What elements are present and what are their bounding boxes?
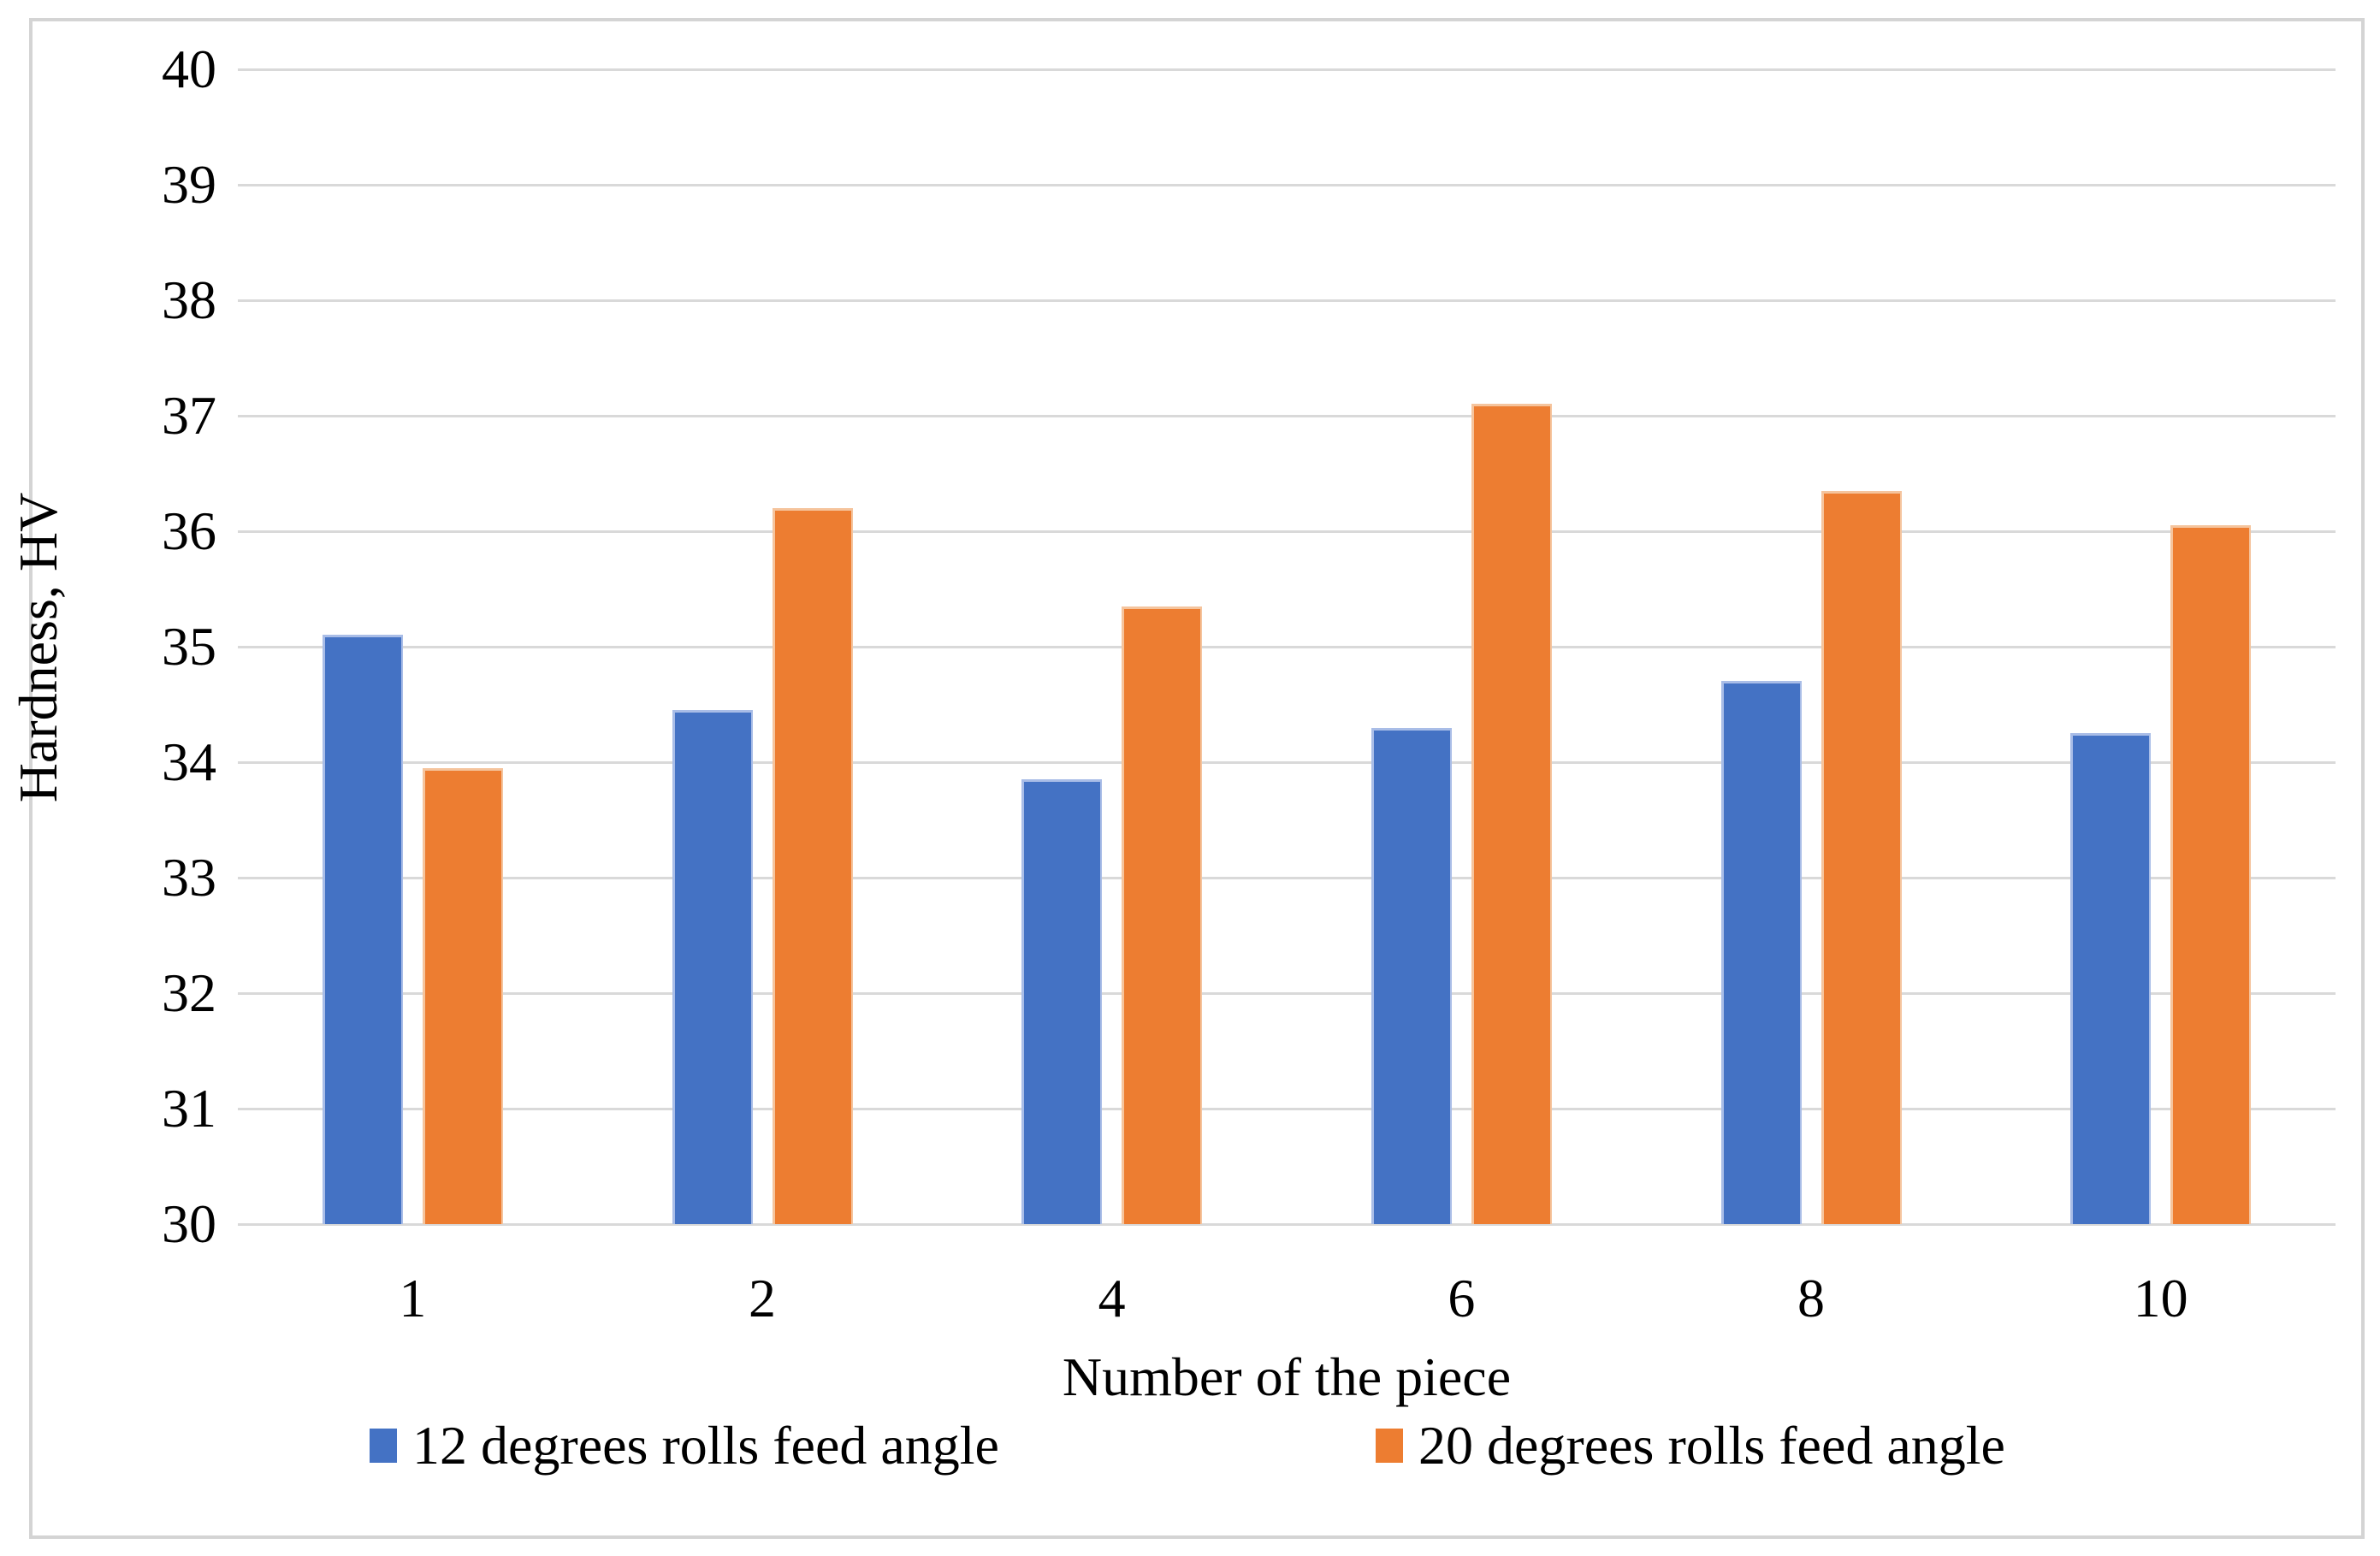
y-tick-label: 33 [162, 847, 216, 908]
y-tick-label: 34 [162, 731, 216, 792]
x-tick-label: 6 [1448, 1268, 1476, 1328]
bar-series1-piece-6 [1371, 728, 1452, 1224]
gridline [238, 1108, 2336, 1110]
bar-series2-piece-4 [1122, 606, 1202, 1224]
bar-series2-piece-10 [2170, 525, 2251, 1224]
x-tick-label: 10 [2133, 1268, 2188, 1328]
legend-label: 12 degrees rolls feed angle [412, 1415, 999, 1476]
gridline [238, 1223, 2336, 1226]
bar-series2-piece-6 [1471, 404, 1552, 1224]
gridline [238, 68, 2336, 71]
legend-marker-orange-icon [1376, 1429, 1403, 1463]
x-tick-label: 4 [1098, 1268, 1126, 1328]
y-tick-label: 40 [162, 38, 216, 99]
gridline [238, 530, 2336, 533]
gridline [238, 184, 2336, 186]
y-tick-label: 30 [162, 1193, 216, 1254]
gridline [238, 299, 2336, 302]
bar-series1-piece-2 [672, 710, 753, 1224]
bar-series1-piece-8 [1721, 681, 1802, 1224]
x-tick-label: 8 [1797, 1268, 1825, 1328]
legend-item-12-degrees: 12 degrees rolls feed angle [370, 1418, 999, 1473]
bar-series2-piece-2 [773, 508, 853, 1224]
bar-series1-piece-4 [1021, 779, 1102, 1224]
legend-label: 20 degrees rolls feed angle [1418, 1415, 2005, 1476]
y-tick-label: 37 [162, 385, 216, 446]
gridline [238, 877, 2336, 879]
legend-marker-blue-icon [370, 1429, 397, 1463]
bar-series1-piece-10 [2070, 733, 2151, 1224]
gridline [238, 415, 2336, 417]
x-tick-label: 2 [749, 1268, 776, 1328]
y-tick-label: 35 [162, 616, 216, 677]
bar-series2-piece-8 [1821, 491, 1902, 1224]
y-tick-label: 32 [162, 962, 216, 1023]
legend-item-20-degrees: 20 degrees rolls feed angle [1376, 1418, 2005, 1473]
gridline [238, 761, 2336, 764]
bar-series2-piece-1 [423, 768, 503, 1224]
bar-series1-piece-1 [323, 635, 403, 1224]
x-tick-label: 1 [399, 1268, 427, 1328]
y-tick-label: 39 [162, 154, 216, 215]
y-tick-label: 36 [162, 500, 216, 561]
x-axis-title: Number of the piece [1062, 1346, 1512, 1407]
y-tick-label: 38 [162, 269, 216, 330]
y-tick-label: 31 [162, 1078, 216, 1139]
gridline [238, 646, 2336, 648]
gridline [238, 992, 2336, 995]
